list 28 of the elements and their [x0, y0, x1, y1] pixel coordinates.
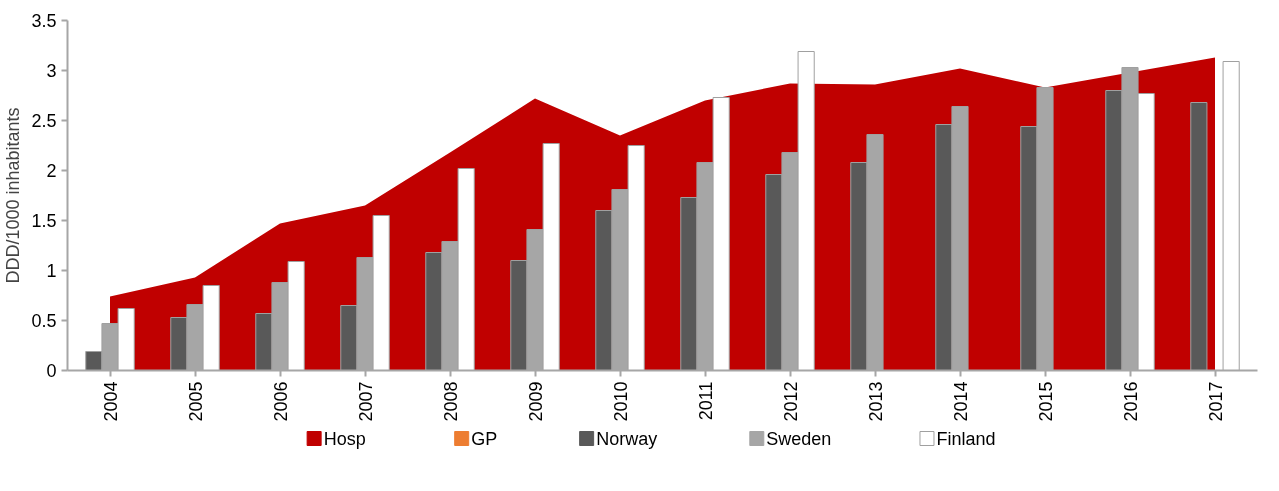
y-tick-label: 0	[46, 361, 57, 381]
x-tick-label: 2015	[1035, 381, 1056, 422]
x-tick-label: 2012	[780, 381, 801, 422]
y-tick-label: 2.5	[31, 111, 57, 131]
y-axis-title: DDD/1000 inhabitants	[3, 107, 24, 284]
legend-label: Norway	[596, 428, 658, 449]
x-tick-label: 2008	[440, 381, 461, 422]
x-tick-label: 2007	[355, 381, 376, 422]
legend-label: Hosp	[323, 428, 366, 449]
x-tick-label: 2017	[1205, 381, 1226, 422]
y-tick-label: 0.5	[31, 311, 57, 331]
y-tick-label: 1.5	[31, 211, 57, 231]
x-tick-label: 2016	[1120, 381, 1141, 422]
y-tick-label: 1	[46, 261, 57, 281]
x-tick-label: 2004	[100, 381, 121, 422]
x-tick-label: 2011	[695, 381, 716, 421]
x-tick-label: 2010	[610, 381, 631, 422]
y-tick-label: 2	[46, 161, 57, 181]
x-tick-label: 2009	[525, 381, 546, 422]
x-tick-label: 2006	[270, 381, 291, 422]
legend-label: Sweden	[766, 428, 832, 449]
y-tick-label: 3	[46, 61, 57, 81]
x-tick-label: 2014	[950, 381, 971, 422]
legend-label: GP	[471, 428, 498, 449]
legend-label: Finland	[936, 428, 996, 449]
y-tick-label: 3.5	[31, 11, 57, 31]
x-tick-label: 2013	[865, 381, 886, 422]
x-tick-label: 2005	[185, 381, 206, 422]
